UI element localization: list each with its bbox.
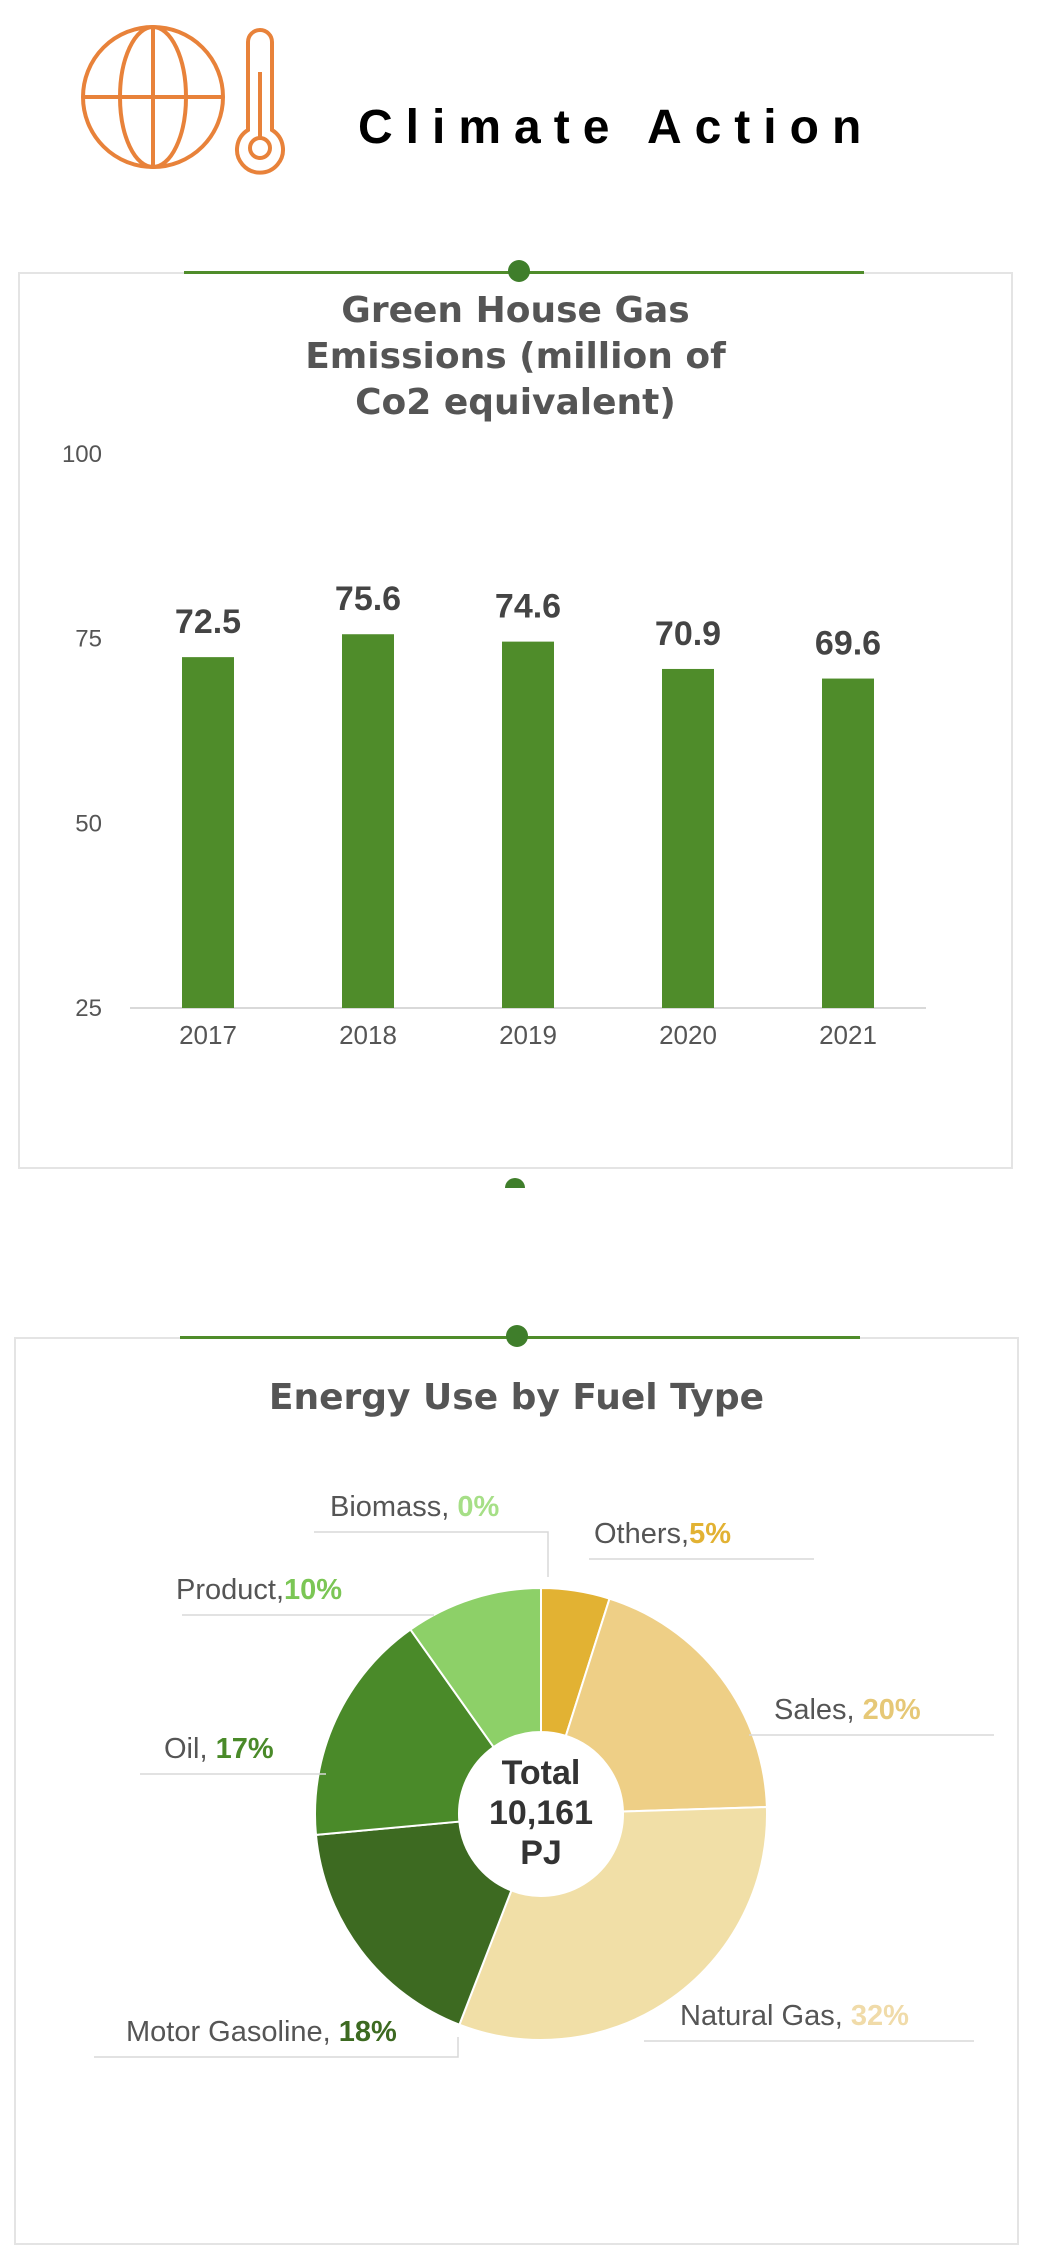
slice-label: Product,10%	[176, 1574, 342, 1606]
slice-label-name: Product,	[176, 1574, 284, 1606]
bar-value-label: 69.6	[815, 625, 881, 663]
slice-label-name: Oil,	[164, 1733, 216, 1765]
y-tick-label: 75	[75, 626, 102, 653]
donut-center-label: 10,161	[489, 1794, 593, 1832]
y-tick-label: 100	[62, 441, 102, 468]
slice-sales	[564, 1597, 768, 1813]
energy-chart-card: Energy Use by Fuel Type Total 10,161 PJ Oth…	[14, 1325, 1019, 2245]
slice-label: Others,5%	[594, 1518, 731, 1550]
card-accent-dot	[506, 1325, 528, 1347]
energy-chart-title: Energy Use by Fuel Type	[268, 1377, 765, 1418]
x-tick-label: 2017	[179, 1020, 237, 1050]
x-tick-label: 2020	[659, 1020, 717, 1050]
slice-motor-gasoline	[314, 1820, 513, 2027]
slice-label-percent: 5%	[689, 1518, 731, 1550]
slice-label-percent: 10%	[284, 1574, 342, 1606]
slice-label-name: Motor Gasoline,	[126, 2016, 339, 2048]
leader-line	[314, 1531, 549, 1577]
donut-center-label: Total	[502, 1754, 581, 1792]
bar-2017	[182, 657, 234, 1008]
bar-2020	[662, 668, 714, 1008]
slice-label-percent: 32%	[851, 2000, 909, 2032]
slice-label: Motor Gasoline, 18%	[126, 2016, 397, 2048]
bar-2019	[502, 641, 554, 1008]
slice-label-name: Natural Gas,	[680, 2000, 851, 2032]
leader-line	[94, 2037, 459, 2058]
slice-label: Natural Gas, 32%	[680, 2000, 909, 2032]
slice-label-percent: 17%	[216, 1733, 274, 1765]
bar-value-label: 74.6	[495, 588, 561, 626]
card-accent-dot-bottom	[505, 1178, 525, 1188]
card-accent-dot	[508, 260, 530, 282]
bar-value-label: 70.9	[655, 615, 721, 653]
slice-natural-gas	[458, 1806, 768, 2041]
slice-label-name: Others,	[594, 1518, 689, 1550]
donut-center-label: PJ	[520, 1834, 562, 1872]
page-title: Climate Action	[358, 101, 875, 154]
slice-label-percent: 20%	[863, 1694, 921, 1726]
bar-2018	[342, 634, 394, 1008]
y-tick-label: 25	[75, 995, 102, 1022]
slice-label-percent: 18%	[339, 2016, 397, 2048]
y-tick-label: 50	[75, 810, 102, 837]
x-tick-label: 2019	[499, 1020, 557, 1050]
emissions-chart-card: Green House Gas Emissions (million of Co…	[18, 260, 1013, 1169]
slice-label-name: Sales,	[774, 1694, 863, 1726]
slice-label: Oil, 17%	[164, 1733, 274, 1765]
x-tick-label: 2018	[339, 1020, 397, 1050]
slice-oil	[314, 1628, 496, 1836]
slice-label: Biomass, 0%	[330, 1491, 499, 1523]
emissions-bar-chart: 100 75 50 25 72.5 2017 75.6 2018 74.6 2019 70.9 202…	[62, 441, 926, 1050]
slice-label-percent: 0%	[457, 1491, 499, 1523]
bar-value-label: 75.6	[335, 580, 401, 618]
bar-2021	[822, 678, 874, 1008]
bar-value-label: 72.5	[175, 603, 241, 641]
slice-product	[409, 1586, 542, 1749]
slice-label: Sales, 20%	[774, 1694, 921, 1726]
emissions-chart-title: Green House Gas Emissions (million of Co…	[305, 290, 726, 423]
slice-label-name: Biomass,	[330, 1491, 457, 1523]
x-tick-label: 2021	[819, 1020, 877, 1050]
globe-thermometer-icon	[81, 25, 285, 175]
